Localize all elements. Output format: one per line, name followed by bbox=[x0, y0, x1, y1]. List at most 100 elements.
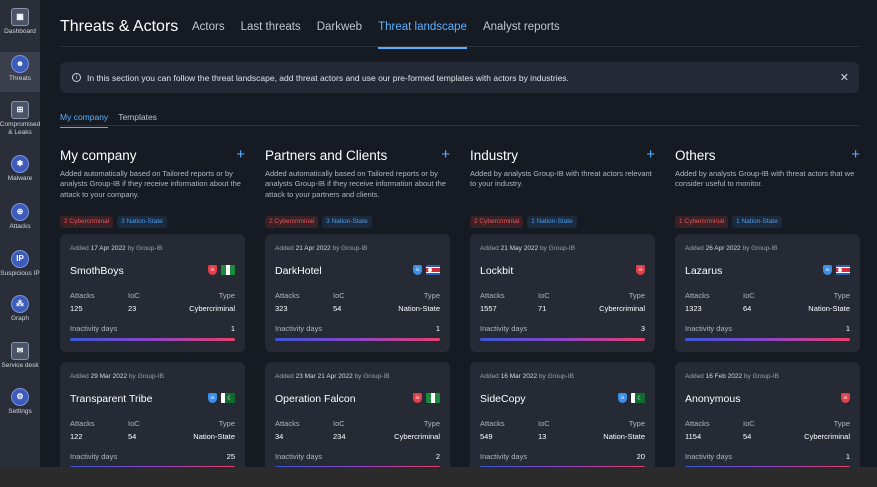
attacks-value: 549 bbox=[480, 432, 493, 441]
attacks-label: Attacks bbox=[70, 291, 95, 300]
actor-card[interactable]: Added 17 Apr 2022 by Group-IB SmothBoys ☠ A… bbox=[60, 234, 245, 352]
nation-state-shield-icon: ☠ bbox=[618, 393, 627, 403]
actor-card[interactable]: Added 29 Mar 2022 by Group-IB Transparent… bbox=[60, 362, 245, 467]
attacks-label: Attacks bbox=[70, 419, 95, 428]
nav-item-threats[interactable]: ☻ Threats bbox=[0, 52, 40, 92]
nav-item-suspicious-ip[interactable]: IP Suspicious IP bbox=[0, 250, 40, 278]
cybercriminal-shield-icon: ☠ bbox=[208, 265, 217, 275]
cybercriminal-badge[interactable]: 1 Cybercriminal bbox=[675, 216, 729, 228]
added-info: Added 23 Mar 21 Apr 2022 by Group-IB bbox=[275, 373, 390, 380]
inactivity-label: Inactivity days bbox=[685, 452, 733, 461]
actor-card[interactable]: Added 21 Apr 2022 by Group-IB DarkHotel ☠ A… bbox=[265, 234, 450, 352]
nation-state-badge[interactable]: 3 Nation-State bbox=[322, 216, 372, 228]
nation-state-badge[interactable]: 1 Nation-State bbox=[527, 216, 577, 228]
inactivity-label: Inactivity days bbox=[70, 324, 118, 333]
type-value: Nation-State bbox=[193, 432, 235, 441]
ioc-value: 234 bbox=[333, 432, 346, 441]
flag-icon bbox=[426, 393, 440, 403]
activity-bar bbox=[275, 466, 440, 467]
tab-darkweb[interactable]: Darkweb bbox=[316, 21, 363, 33]
tab-last-threats[interactable]: Last threats bbox=[240, 21, 301, 33]
cybercriminal-badge[interactable]: 2 Cybercriminal bbox=[470, 216, 524, 228]
nav-item-compromised-leaks[interactable]: ⊞ Compromised & Leaks bbox=[0, 101, 40, 137]
info-text: In this section you can follow the threa… bbox=[87, 72, 569, 83]
inactivity-value: 25 bbox=[226, 452, 235, 461]
page-title: Threats & Actors bbox=[60, 18, 179, 35]
tab-actors[interactable]: Actors bbox=[192, 21, 225, 33]
nav-item-malware[interactable]: ✱ Malware bbox=[0, 155, 40, 183]
activity-bar bbox=[70, 338, 235, 341]
inactivity-value: 1 bbox=[845, 452, 850, 461]
actor-card[interactable]: Added 26 Apr 2022 by Group-IB Lazarus ☠ Att… bbox=[675, 234, 860, 352]
subtab-templates[interactable]: Templates bbox=[118, 112, 157, 122]
attacks-label: Attacks bbox=[275, 291, 300, 300]
actor-name: Anonymous bbox=[685, 393, 741, 405]
inactivity-value: 1 bbox=[230, 324, 235, 333]
nav-item-settings[interactable]: ⚙ Settings bbox=[0, 388, 40, 416]
add-actor-button[interactable]: + bbox=[646, 146, 655, 163]
inactivity-row: Inactivity days 1 bbox=[275, 324, 440, 333]
attacks-value: 1323 bbox=[685, 304, 702, 313]
cybercriminal-badge[interactable]: 2 Cybercriminal bbox=[60, 216, 114, 228]
inactivity-value: 3 bbox=[640, 324, 645, 333]
add-actor-button[interactable]: + bbox=[441, 146, 450, 163]
add-actor-button[interactable]: + bbox=[851, 146, 860, 163]
nation-state-badge[interactable]: 3 Nation-State bbox=[117, 216, 167, 228]
added-date: 21 May 2022 bbox=[500, 245, 539, 252]
actor-name: SideCopy bbox=[480, 393, 526, 405]
activity-bar bbox=[275, 338, 440, 341]
top-divider bbox=[60, 46, 860, 47]
sidebar: ▦ Dashboard ☻ Threats ⊞ Compromised & Leaks ✱ Ma… bbox=[0, 0, 40, 467]
actor-icons: ☠ bbox=[636, 265, 645, 275]
added-info: Added 16 Feb 2022 by Group-IB bbox=[685, 373, 779, 380]
actor-name: Lockbit bbox=[480, 265, 514, 277]
ip-icon: IP bbox=[11, 250, 29, 268]
type-value: Nation-State bbox=[808, 304, 850, 313]
added-date: 16 Mar 2022 bbox=[500, 373, 538, 380]
actor-name: SmothBoys bbox=[70, 265, 124, 277]
subtab-my-company[interactable]: My company bbox=[60, 112, 109, 128]
nav-item-service-desk[interactable]: ✉ Service desk bbox=[0, 342, 40, 370]
top-tabs: Actors Last threats Darkweb Threat landscap… bbox=[192, 21, 576, 49]
ioc-label: IoC bbox=[538, 291, 550, 300]
nav-item-graph[interactable]: ⁂ Graph bbox=[0, 295, 40, 323]
actor-icons: ☠ bbox=[208, 265, 235, 275]
malware-icon: ✱ bbox=[11, 155, 29, 173]
cybercriminal-shield-icon: ☠ bbox=[841, 393, 850, 403]
nation-state-badge[interactable]: 1 Nation-State bbox=[732, 216, 782, 228]
bottom-strip bbox=[0, 467, 877, 487]
actor-card[interactable]: Added 23 Mar 21 Apr 2022 by Group-IB Oper… bbox=[265, 362, 450, 467]
actor-card[interactable]: Added 16 Mar 2022 by Group-IB SideCopy ☠ ☾ A… bbox=[470, 362, 655, 467]
actor-icons: ☠ ☾ bbox=[208, 393, 235, 403]
tab-analyst-reports[interactable]: Analyst reports bbox=[482, 21, 560, 33]
added-date: 16 Feb 2022 bbox=[705, 373, 743, 380]
activity-bar bbox=[70, 466, 235, 467]
nav-item-attacks[interactable]: ⊕ Attacks bbox=[0, 203, 40, 231]
close-icon[interactable]: ✕ bbox=[839, 72, 849, 84]
ioc-label: IoC bbox=[538, 419, 550, 428]
nav-label: Dashboard bbox=[4, 28, 36, 35]
tab-threat-landscape[interactable]: Threat landscape bbox=[378, 21, 467, 49]
flag-icon: ☾ bbox=[221, 393, 235, 403]
ioc-label: IoC bbox=[743, 419, 755, 428]
nav-label: Threats bbox=[8, 75, 32, 82]
column-description: Added automatically based on Tailored re… bbox=[60, 169, 241, 199]
nation-state-shield-icon: ☠ bbox=[413, 265, 422, 275]
attacks-value: 323 bbox=[275, 304, 288, 313]
nav-item-dashboard[interactable]: ▦ Dashboard bbox=[0, 8, 40, 36]
column-title: Industry bbox=[470, 147, 519, 163]
type-label: Type bbox=[423, 291, 440, 300]
attacks-label: Attacks bbox=[275, 419, 300, 428]
added-info: Added 16 Mar 2022 by Group-IB bbox=[480, 373, 574, 380]
sub-divider bbox=[60, 125, 860, 126]
service-desk-icon: ✉ bbox=[11, 342, 29, 360]
cybercriminal-badge[interactable]: 2 Cybercriminal bbox=[265, 216, 319, 228]
add-actor-button[interactable]: + bbox=[236, 146, 245, 163]
actor-card[interactable]: Added 21 May 2022 by Group-IB Lockbit ☠ Att… bbox=[470, 234, 655, 352]
column-header: Others + bbox=[675, 146, 860, 164]
inactivity-row: Inactivity days 1 bbox=[685, 324, 850, 333]
added-date: 21 Apr 2022 bbox=[295, 245, 331, 252]
actor-icons: ☠ ☾ bbox=[618, 393, 645, 403]
main-panel: Threats & Actors Actors Last threats Darkw… bbox=[40, 0, 877, 467]
actor-card[interactable]: Added 16 Feb 2022 by Group-IB Anonymous ☠ A… bbox=[675, 362, 860, 467]
